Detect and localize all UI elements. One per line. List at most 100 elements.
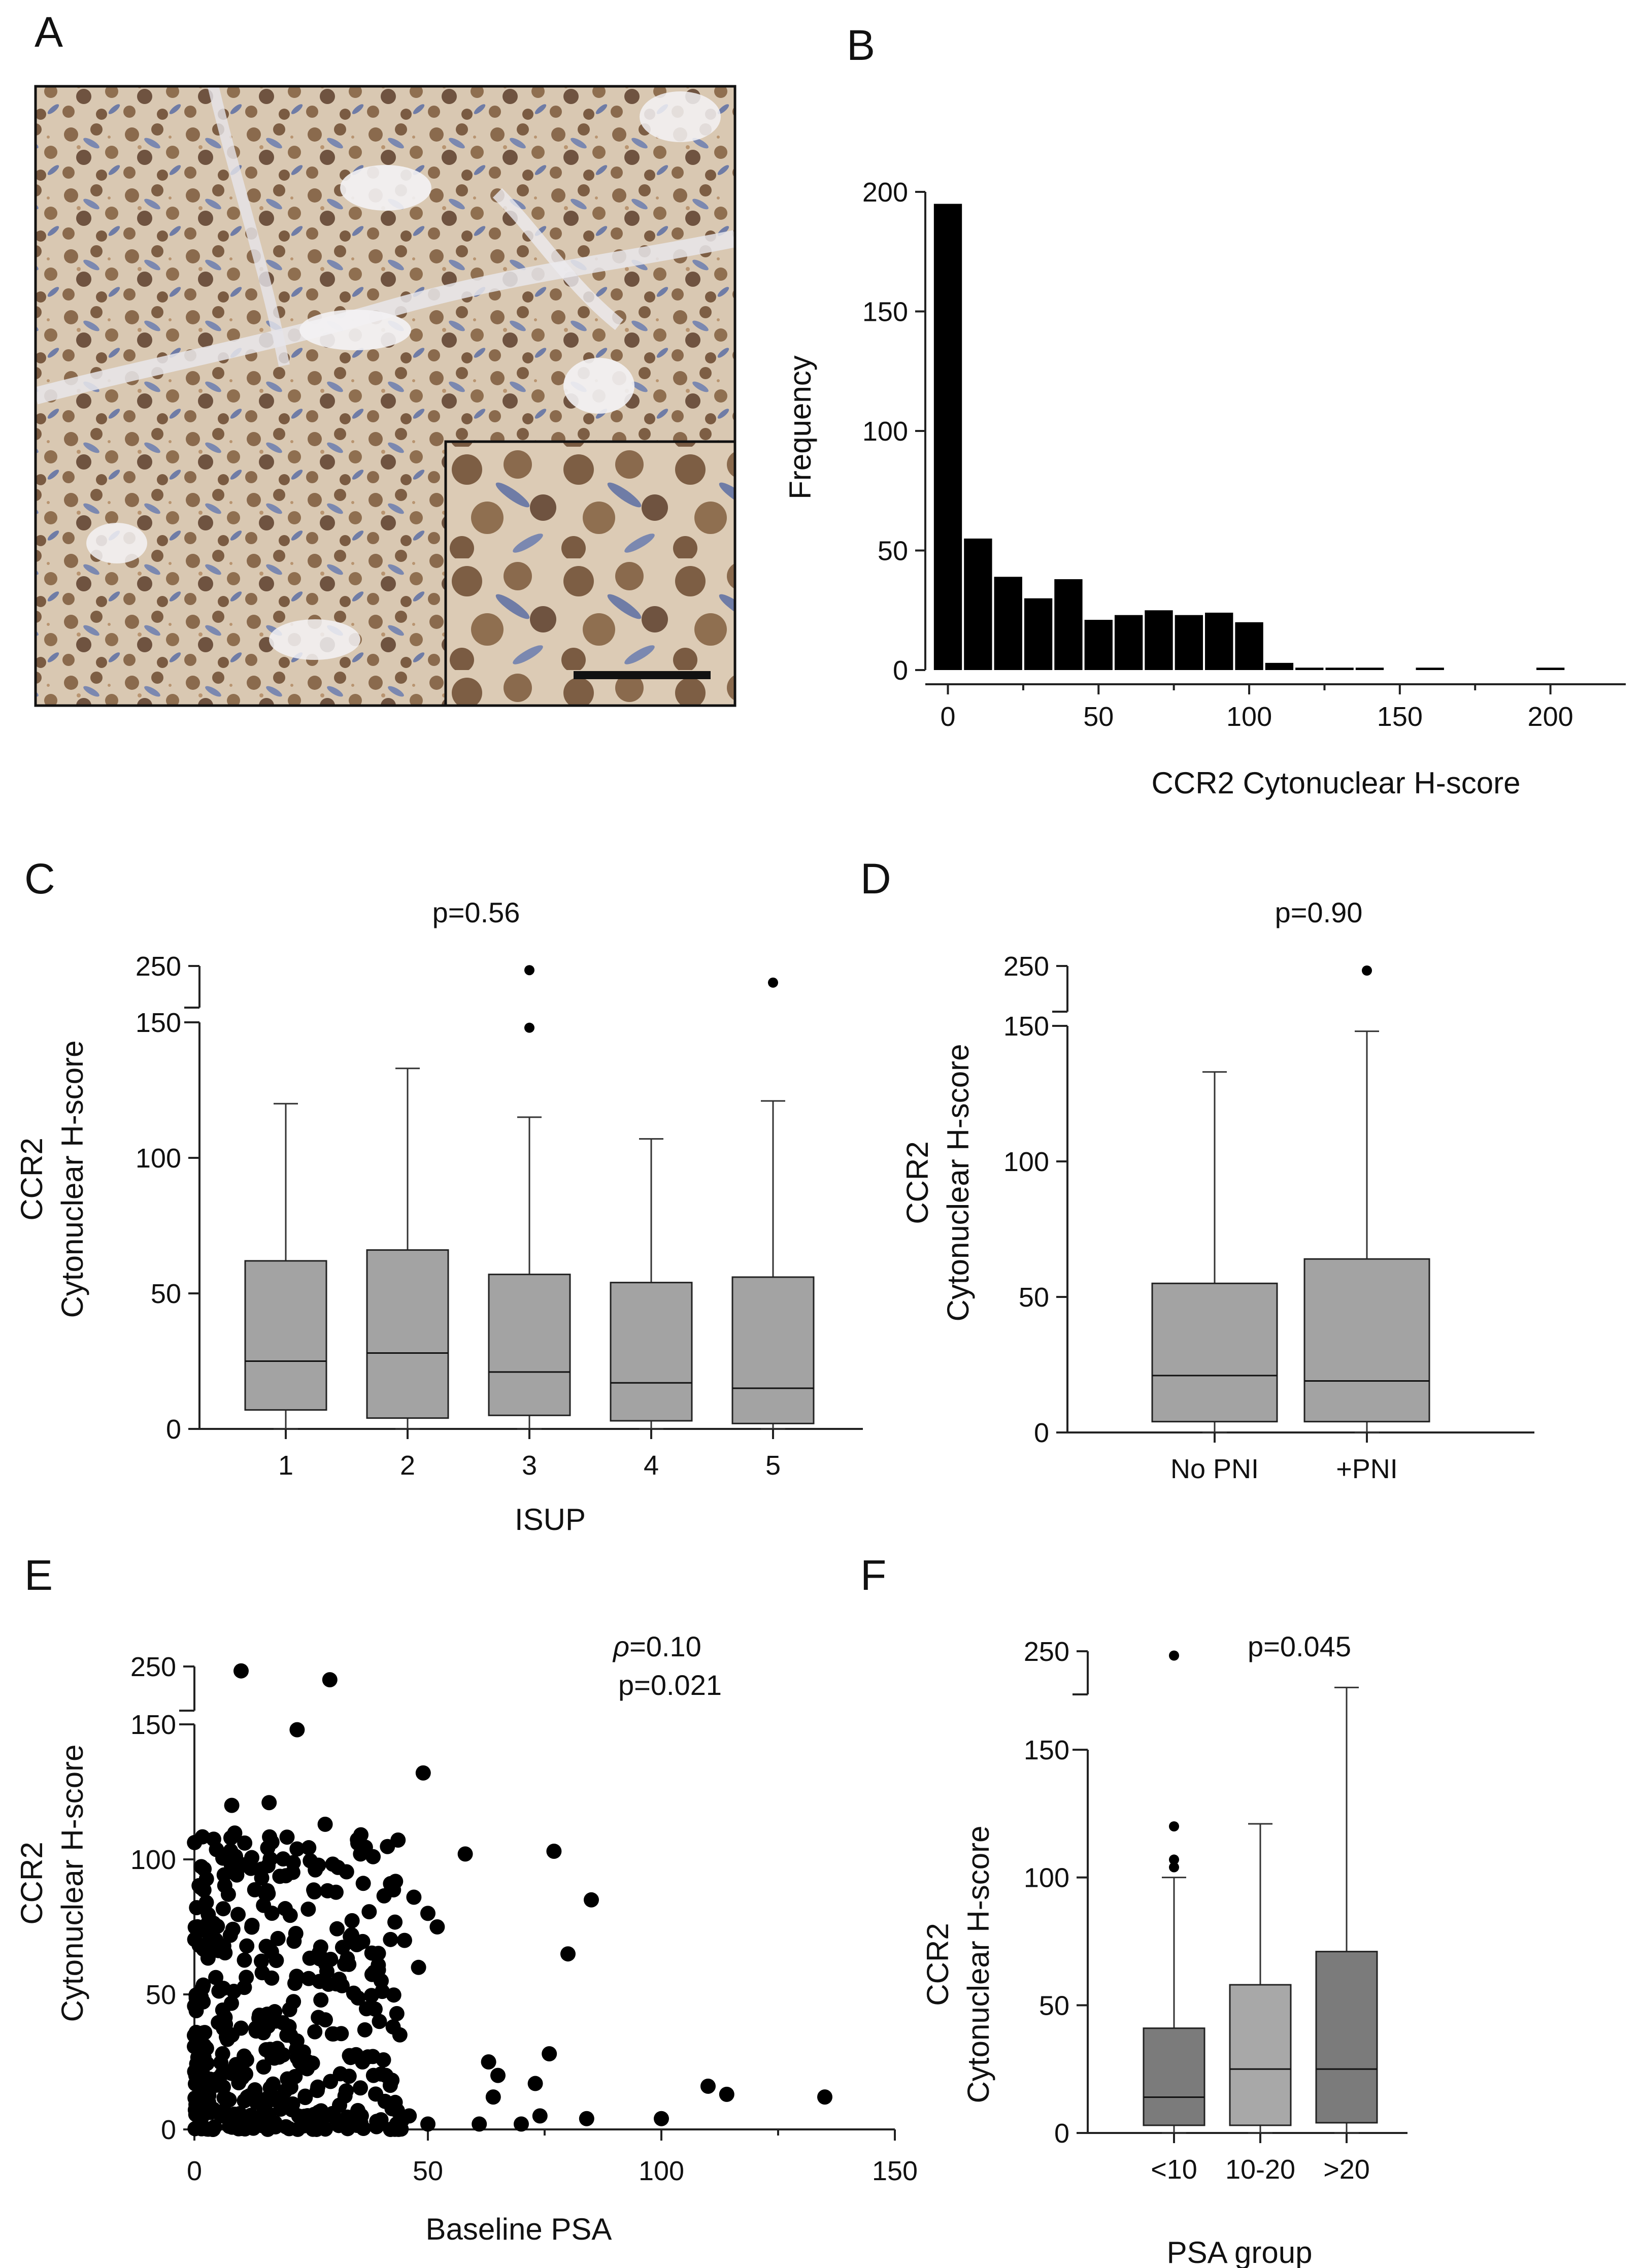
iqr-box <box>1143 2027 1205 2126</box>
box-No PNI <box>1151 1071 1278 1433</box>
x-tick-label: 0 <box>187 2156 202 2186</box>
panel-c-letter: C <box>24 855 55 903</box>
scatter-point <box>247 1882 262 1897</box>
box-4 <box>610 1138 693 1430</box>
scatter-point <box>325 1856 341 1872</box>
scatter-point <box>301 1971 317 1986</box>
panel-e: E ρ=0.10 p=0.021 0 50 100 150 250 0 50 100 150 B… <box>15 1551 918 2246</box>
y-tick-label: 150 <box>1003 1011 1049 1042</box>
scatter-point <box>334 1940 350 1955</box>
scatter-point <box>383 1876 398 1891</box>
scatter-point <box>200 1907 216 1922</box>
scatter-point <box>397 1932 412 1948</box>
scatter-point <box>254 1953 270 1969</box>
box-1 <box>244 1103 327 1430</box>
scatter-point <box>361 1904 377 1920</box>
scatter-point <box>263 1944 279 1960</box>
scatter-point <box>329 1921 345 1937</box>
scatter-point <box>270 1930 286 1946</box>
scatter-point <box>654 2111 669 2126</box>
y-tick-label: 0 <box>166 1414 181 1445</box>
box->20 <box>1315 1686 1378 2134</box>
scatter-point <box>472 2116 487 2132</box>
histogram-bar <box>1054 579 1083 670</box>
scatter-point <box>392 2027 408 2043</box>
p-value: p=0.90 <box>1275 896 1363 928</box>
scatter-point <box>546 1844 562 1859</box>
y-tick-label: 50 <box>878 536 908 566</box>
scatter-point <box>365 1849 381 1864</box>
scatter-point <box>286 1933 302 1949</box>
panel-f: F p=0.045 0 50 100 150 250 <10 10-20 >20 PSA gr… <box>860 1551 1408 2268</box>
scatter-point <box>195 2040 211 2055</box>
scatter-point <box>340 2121 355 2137</box>
scatter-point <box>216 2021 231 2037</box>
scatter-point <box>355 2054 371 2070</box>
scatter-point <box>353 2080 368 2096</box>
scatter-point <box>310 2079 326 2095</box>
x-tick-label: 1 <box>278 1450 293 1481</box>
scatter-point <box>256 2059 272 2075</box>
scatter-point <box>211 1983 227 1999</box>
scatter-point <box>383 1931 398 1947</box>
axis-label-x: CCR2 Cytonuclear H-score <box>1152 766 1521 800</box>
scatter-point <box>344 1913 360 1928</box>
scatter-point <box>224 2119 240 2135</box>
scatter-points <box>187 1663 832 2137</box>
scatter-point <box>266 2050 282 2066</box>
scatter-point <box>287 2069 303 2084</box>
axis-label-y-line2: Cytonuclear H-score <box>941 1044 975 1322</box>
scatter-point <box>420 1906 435 1921</box>
scatter-point <box>251 2010 267 2026</box>
scatter-point <box>239 1938 255 1954</box>
rho-annotation: ρ=0.10 <box>612 1630 701 1662</box>
iqr-box <box>488 1274 571 1416</box>
panel-b-letter: B <box>847 21 875 69</box>
scatter-point <box>317 1816 333 1832</box>
scatter-point <box>279 2027 295 2043</box>
box-+PNI <box>1303 965 1430 1433</box>
scatter-point <box>376 2052 391 2067</box>
iqr-box <box>366 1249 449 1419</box>
scatter-point <box>262 2080 278 2096</box>
scatter-point <box>233 1663 249 1679</box>
y-tick-label: 100 <box>136 1143 181 1174</box>
histogram-bar <box>1355 668 1384 670</box>
scatter-point <box>313 1992 329 2008</box>
outlier-point <box>1362 965 1372 976</box>
scatter-point <box>195 2074 211 2090</box>
iqr-box <box>1315 1951 1378 2124</box>
scatter-point <box>297 2088 313 2104</box>
scatter-point <box>325 2026 341 2042</box>
scatter-point <box>210 2071 225 2086</box>
axis-label-y-line1: CCR2 <box>900 1141 934 1224</box>
axis-label-y-line2: Cytonuclear H-score <box>961 1826 995 2104</box>
outlier-point <box>1169 1854 1179 1865</box>
scatter-point <box>202 1933 217 1949</box>
histogram-bar <box>1205 612 1233 670</box>
scatter-point <box>341 1956 357 1972</box>
scatter-point <box>215 1901 231 1917</box>
x-tick-label: 50 <box>1083 702 1114 732</box>
y-tick-label: 0 <box>893 655 908 686</box>
scatter-point <box>374 1973 389 1989</box>
scatter-point <box>485 2089 501 2105</box>
scatter-point <box>719 2086 734 2102</box>
histogram-bar <box>1114 615 1143 670</box>
scatter-point <box>481 2054 496 2070</box>
scatter-point <box>279 1829 295 1845</box>
y-tick-label: 200 <box>862 177 908 208</box>
y-tick-label: 250 <box>1003 951 1049 982</box>
scatter-point <box>457 1846 473 1862</box>
scatter-point <box>420 2116 435 2132</box>
y-tick-label: 100 <box>1003 1147 1049 1177</box>
outlier-point <box>524 965 534 976</box>
scatter-point <box>289 1722 305 1738</box>
scatter-point <box>260 1886 276 1902</box>
x-tick-label: 0 <box>940 702 955 732</box>
scatter-point <box>560 1946 576 1962</box>
y-tick-label: 50 <box>1039 1990 1069 2021</box>
y-tick-label: 0 <box>161 2115 176 2145</box>
scatter-point <box>290 2121 306 2137</box>
